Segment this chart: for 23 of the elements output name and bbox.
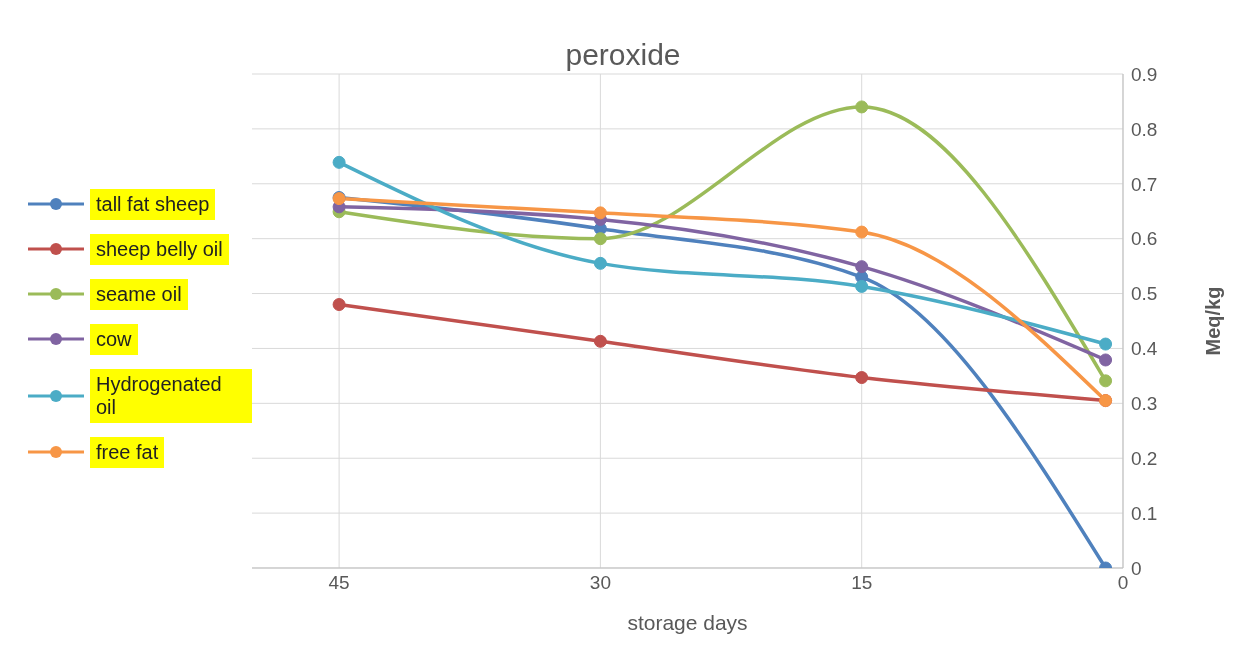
legend-label: seame oil	[90, 278, 188, 310]
y-tick-label: 0.8	[1131, 118, 1158, 140]
y-tick-label: 0.1	[1131, 502, 1158, 524]
x-tick-label: 45	[328, 572, 350, 594]
y-tick-label: 0.7	[1131, 173, 1158, 195]
x-tick-label: 0	[1117, 572, 1129, 594]
chart-title: peroxide	[565, 38, 681, 71]
legend-label: sheep belly oil	[90, 233, 229, 265]
y-axis-title: Meq/kg	[1202, 286, 1225, 356]
y-tick-label: 0.9	[1131, 63, 1158, 85]
y-tick-label: 0.6	[1131, 228, 1158, 250]
y-tick-label: 0.3	[1131, 393, 1158, 415]
y-tick-label: 0.2	[1131, 447, 1158, 469]
legend-label: free fat	[90, 436, 165, 468]
legend-label: cow	[90, 323, 138, 355]
x-tick-label: 30	[589, 572, 611, 594]
y-tick-label: 0	[1131, 557, 1142, 579]
y-tick-label: 0.4	[1131, 338, 1158, 360]
y-tick-label: 0.5	[1131, 283, 1158, 305]
legend-label: tall fat sheep	[90, 188, 216, 220]
legend-label: Hydrogenated oil	[90, 368, 252, 423]
x-tick-label: 15	[851, 572, 873, 594]
x-axis-title: storage days	[627, 611, 748, 634]
